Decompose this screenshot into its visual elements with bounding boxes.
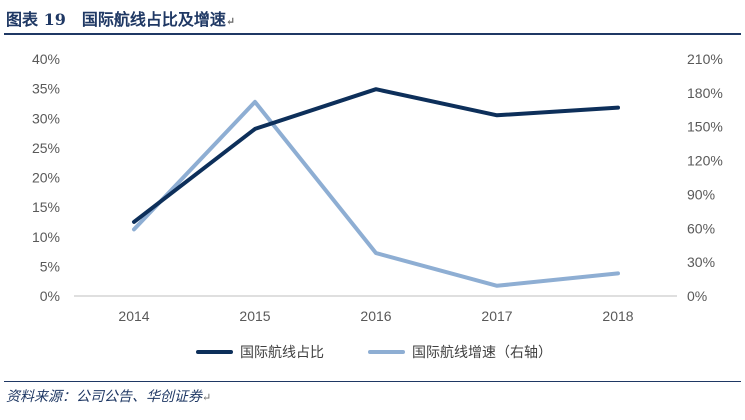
right-tick-label: 180% — [687, 85, 723, 101]
right-tick-label: 0% — [687, 288, 707, 304]
right-tick-label: 90% — [687, 186, 715, 202]
right-axis: 0% 30% 60% 90% 120% 150% 180% 210% — [687, 51, 723, 304]
x-axis: 2014 2015 2016 2017 2018 — [118, 308, 633, 324]
left-tick-label: 25% — [32, 140, 60, 156]
paragraph-mark-icon: ↵ — [202, 391, 212, 404]
x-tick-label: 2018 — [602, 308, 633, 324]
x-tick-label: 2017 — [481, 308, 512, 324]
right-tick-label: 60% — [687, 220, 715, 236]
left-tick-label: 0% — [40, 288, 60, 304]
right-tick-label: 30% — [687, 254, 715, 270]
left-tick-label: 30% — [32, 110, 60, 126]
paragraph-mark-icon: ↵ — [225, 15, 236, 28]
right-tick-label: 150% — [687, 119, 723, 135]
series-layer — [132, 87, 620, 288]
title-divider — [4, 33, 741, 35]
x-tick-label: 2015 — [239, 308, 270, 324]
title-bar: 图表 19 国际航线占比及增速↵ — [0, 0, 745, 35]
source-note: 资料来源：公司公告、华创证券↵ — [6, 389, 212, 405]
left-tick-label: 40% — [32, 51, 60, 67]
source-divider — [4, 381, 741, 382]
left-tick-label: 15% — [32, 199, 60, 215]
legend-label: 国际航线占比 — [240, 345, 324, 361]
line-chart: 0% 5% 10% 15% 20% 25% 30% 35% 40% 0% 30% 60% 90% 120… — [32, 51, 723, 361]
right-tick-label: 210% — [687, 51, 723, 67]
page-title: 图表 19 国际航线占比及增速↵ — [6, 10, 236, 29]
x-tick-label: 2014 — [118, 308, 149, 324]
share-line — [132, 87, 620, 224]
left-tick-label: 20% — [32, 170, 60, 186]
growth-rate-line — [132, 99, 620, 288]
left-tick-label: 10% — [32, 229, 60, 245]
legend-label: 国际航线增速（右轴） — [412, 345, 552, 361]
left-tick-label: 5% — [40, 258, 60, 274]
legend: 国际航线占比 国际航线增速（右轴） — [196, 345, 552, 361]
x-tick-label: 2016 — [360, 308, 391, 324]
right-tick-label: 120% — [687, 153, 723, 169]
left-tick-label: 35% — [32, 81, 60, 97]
left-axis: 0% 5% 10% 15% 20% 25% 30% 35% 40% — [32, 51, 60, 304]
